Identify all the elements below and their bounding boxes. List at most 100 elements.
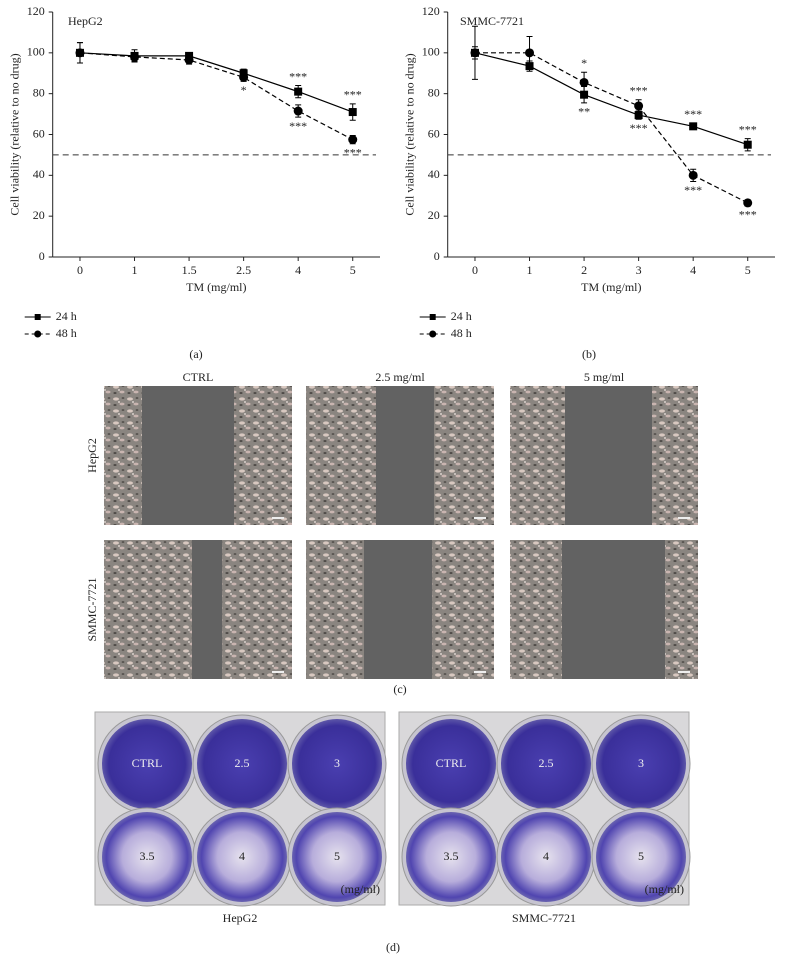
scale-bar	[678, 517, 690, 519]
scale-bar	[474, 517, 486, 519]
legend-label: 24 h	[451, 309, 472, 323]
x-tick-label: 2.5	[236, 263, 251, 277]
well-label: CTRL	[132, 756, 163, 770]
marker-circle	[743, 198, 753, 208]
x-axis-label: TM (mg/ml)	[581, 280, 641, 294]
marker-circle	[75, 48, 85, 58]
y-axis-label: Cell viability (relative to no drug)	[402, 53, 416, 215]
marker-circle	[688, 170, 698, 180]
marker-square	[689, 122, 698, 131]
y-tick-label: 120	[27, 4, 45, 18]
y-tick-label: 0	[434, 249, 440, 263]
column-label: 2.5 mg/ml	[375, 370, 425, 384]
panel-label: (b)	[582, 347, 596, 361]
marker-square	[294, 87, 303, 96]
significance-label: ***	[739, 122, 757, 136]
marker-square	[743, 140, 752, 149]
x-tick-label: 1	[132, 263, 138, 277]
x-tick-label: 5	[745, 263, 751, 277]
well	[406, 719, 496, 809]
y-tick-label: 100	[27, 45, 45, 59]
wound-gap	[364, 540, 432, 679]
significance-label: *	[581, 56, 587, 70]
scale-bar	[678, 671, 690, 673]
x-tick-label: 4	[690, 263, 696, 277]
marker-circle	[184, 55, 194, 65]
wound-gap	[192, 540, 222, 679]
well	[292, 812, 382, 902]
marker-square	[348, 108, 357, 117]
well-label: 2.5	[235, 756, 250, 770]
y-tick-label: 40	[33, 167, 45, 181]
legend-marker	[34, 330, 42, 338]
y-tick-label: 80	[33, 85, 45, 99]
plate-label: SMMC-7721	[512, 911, 576, 925]
marker-circle	[470, 48, 480, 58]
well	[501, 812, 591, 902]
x-tick-label: 0	[472, 263, 478, 277]
x-tick-label: 0	[77, 263, 83, 277]
legend-label: 48 h	[451, 326, 472, 340]
panel-label: (d)	[386, 940, 400, 954]
well-label: CTRL	[436, 756, 467, 770]
x-tick-label: 5	[350, 263, 356, 277]
well	[197, 719, 287, 809]
y-tick-label: 80	[428, 85, 440, 99]
column-label: 5 mg/ml	[584, 370, 625, 384]
scale-bar	[272, 517, 284, 519]
well	[596, 719, 686, 809]
y-tick-label: 20	[33, 208, 45, 222]
series-line	[474, 52, 748, 204]
marker-circle	[525, 48, 535, 58]
y-tick-label: 60	[33, 126, 45, 140]
marker-circle	[239, 72, 249, 82]
wound-gap	[565, 386, 652, 525]
significance-label: ***	[289, 69, 307, 83]
significance-label: ***	[630, 84, 648, 98]
marker-circle	[579, 77, 589, 87]
panel-label: (a)	[189, 347, 202, 361]
well-label: 4	[239, 849, 245, 863]
y-tick-label: 100	[422, 45, 440, 59]
significance-label: ***	[289, 119, 307, 133]
well-label: 3.5	[444, 849, 459, 863]
scale-bar	[272, 671, 284, 673]
significance-label: ***	[630, 121, 648, 135]
series-line	[79, 52, 353, 113]
well	[501, 719, 591, 809]
well	[292, 719, 382, 809]
y-tick-label: 40	[428, 167, 440, 181]
well-label: 3	[638, 756, 644, 770]
well-label: 5	[638, 849, 644, 863]
significance-label: ***	[344, 145, 362, 159]
y-tick-label: 0	[39, 249, 45, 263]
unit-label: (mg/ml)	[341, 882, 380, 896]
marker-square	[634, 111, 643, 120]
well	[197, 812, 287, 902]
marker-square	[580, 90, 589, 99]
marker-circle	[348, 135, 358, 145]
legend-marker	[34, 314, 41, 320]
scale-bar	[474, 671, 486, 673]
row-label: HepG2	[85, 438, 99, 473]
well-label: 5	[334, 849, 340, 863]
chart-title: SMMC-7721	[460, 14, 524, 28]
y-tick-label: 120	[422, 4, 440, 18]
well	[596, 812, 686, 902]
x-axis-label: TM (mg/ml)	[186, 280, 246, 294]
legend-label: 48 h	[56, 326, 77, 340]
wound-gap	[142, 386, 234, 525]
significance-label: *	[241, 83, 247, 97]
well-label: 3	[334, 756, 340, 770]
well-label: 2.5	[539, 756, 554, 770]
y-axis-label: Cell viability (relative to no drug)	[7, 53, 21, 215]
wound-gap	[376, 386, 434, 525]
marker-circle	[293, 106, 303, 116]
well-label: 3.5	[140, 849, 155, 863]
significance-label: ***	[684, 107, 702, 121]
unit-label: (mg/ml)	[645, 882, 684, 896]
well-label: 4	[543, 849, 549, 863]
x-tick-label: 1	[527, 263, 533, 277]
marker-circle	[634, 101, 644, 111]
